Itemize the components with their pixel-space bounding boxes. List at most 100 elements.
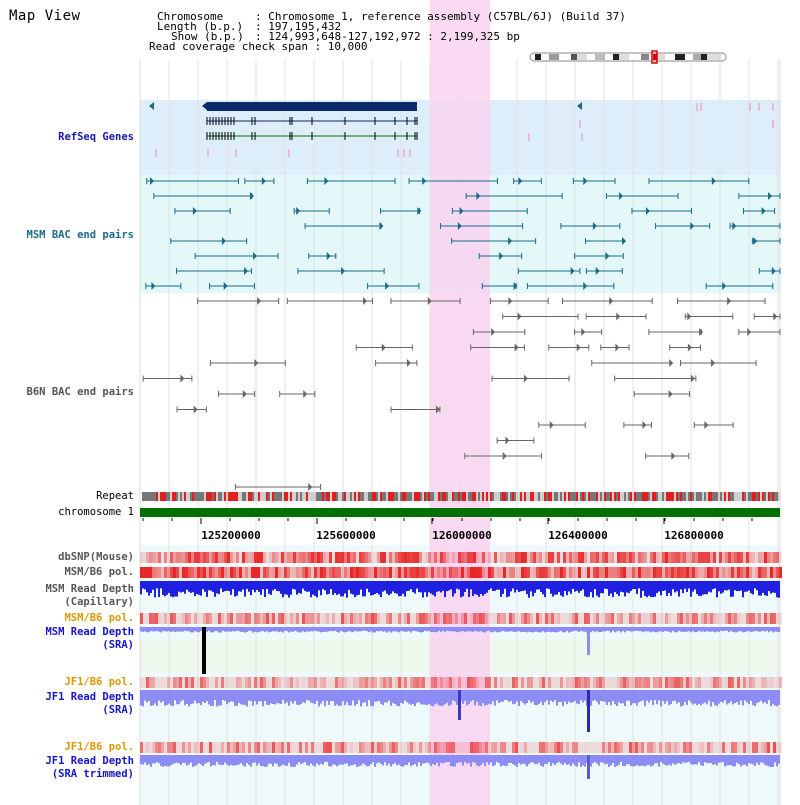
repeat-segment bbox=[714, 492, 716, 501]
read-depth-bar bbox=[328, 690, 330, 705]
track-label-dbsnp[interactable]: dbSNP(Mouse) bbox=[58, 551, 134, 563]
read-depth-bar bbox=[286, 627, 288, 632]
track-label-msm-b6-pol[interactable]: MSM/B6 pol. bbox=[64, 566, 134, 578]
polymorphism-density-cell bbox=[143, 742, 146, 753]
read-depth-bar bbox=[438, 581, 440, 592]
track-label-refseq-genes[interactable]: RefSeq Genes bbox=[58, 131, 134, 143]
track-label-chromosome[interactable]: chromosome 1 bbox=[58, 506, 134, 518]
read-depth-bar bbox=[718, 581, 720, 592]
repeat-segment bbox=[498, 492, 500, 501]
repeat-segment bbox=[310, 492, 312, 501]
read-depth-bar bbox=[506, 581, 508, 598]
track-label-msm-b6-pol-2[interactable]: MSM/B6 pol. bbox=[64, 612, 134, 624]
read-depth-bar bbox=[676, 581, 678, 592]
repeat-segment bbox=[432, 492, 434, 501]
track-label-jf1-b6-pol[interactable]: JF1/B6 pol. bbox=[64, 676, 134, 688]
read-depth-bar bbox=[164, 627, 166, 632]
polymorphism-density-cell bbox=[749, 567, 752, 578]
read-depth-bar bbox=[726, 755, 728, 766]
polymorphism-density-cell bbox=[545, 677, 548, 688]
polymorphism-density-cell bbox=[665, 567, 668, 578]
read-depth-bar bbox=[510, 755, 512, 763]
read-depth-bar bbox=[496, 690, 498, 701]
read-depth-bar bbox=[294, 581, 296, 590]
read-depth-bar bbox=[702, 690, 704, 704]
read-depth-bar bbox=[714, 755, 716, 765]
polymorphism-density-cell bbox=[383, 742, 386, 753]
repeat-segment bbox=[616, 492, 618, 501]
read-depth-bar bbox=[548, 755, 550, 763]
read-depth-bar bbox=[658, 581, 660, 592]
polymorphism-density-cell bbox=[476, 552, 479, 563]
polymorphism-density-cell bbox=[323, 742, 326, 753]
track-label-msm-depth-sra[interactable]: MSM Read Depth bbox=[45, 626, 134, 638]
read-depth-bar bbox=[182, 627, 184, 632]
bac-end-arrow bbox=[668, 390, 673, 398]
polymorphism-density-cell bbox=[431, 677, 434, 688]
read-depth-bar bbox=[516, 627, 518, 632]
track-label-b6n-bac[interactable]: B6N BAC end pairs bbox=[26, 386, 134, 398]
repeat-segment bbox=[188, 492, 190, 501]
polymorphism-density-cell bbox=[731, 742, 734, 753]
polymorphism-density-cell bbox=[227, 677, 230, 688]
track-label-jf1-depth-sra[interactable]: JF1 Read Depth bbox=[45, 691, 134, 703]
polymorphism-density-cell bbox=[737, 677, 740, 688]
read-depth-bar bbox=[156, 627, 158, 632]
read-depth-bar bbox=[664, 690, 666, 704]
polymorphism-density-cell bbox=[359, 677, 362, 688]
polymorphism-density-cell bbox=[341, 742, 344, 753]
polymorphism-density-cell bbox=[617, 552, 620, 563]
repeat-segment bbox=[174, 492, 176, 501]
polymorphism-density-cell bbox=[743, 613, 746, 624]
polymorphism-density-cell bbox=[164, 613, 167, 624]
read-depth-bar bbox=[230, 755, 232, 765]
polymorphism-density-cell bbox=[767, 742, 770, 753]
read-depth-bar bbox=[310, 627, 312, 632]
repeat-segment bbox=[242, 492, 244, 501]
track-label-jf1-depth-trimmed[interactable]: JF1 Read Depth bbox=[45, 755, 134, 767]
polymorphism-density-cell bbox=[230, 742, 233, 753]
read-depth-bar bbox=[338, 690, 340, 707]
read-depth-bar bbox=[392, 581, 394, 592]
read-depth-bar bbox=[224, 690, 226, 701]
polymorphism-density-cell bbox=[749, 677, 752, 688]
read-depth-bar bbox=[340, 581, 342, 597]
read-depth-bar bbox=[366, 690, 368, 707]
read-depth-bar bbox=[276, 581, 278, 592]
read-depth-bar bbox=[698, 581, 700, 596]
polymorphism-density-cell bbox=[347, 677, 350, 688]
read-depth-bar bbox=[722, 755, 724, 763]
polymorphism-density-cell bbox=[209, 742, 212, 753]
polymorphism-density-cell bbox=[179, 677, 182, 688]
polymorphism-density-cell bbox=[272, 677, 275, 688]
read-depth-bar bbox=[642, 581, 644, 591]
read-depth-bar bbox=[276, 627, 278, 632]
track-label-msm-depth-capillary[interactable]: MSM Read Depth bbox=[45, 583, 134, 595]
polymorphism-density-cell bbox=[593, 677, 596, 688]
polymorphism-density-cell bbox=[335, 567, 338, 578]
track-label-msm-bac[interactable]: MSM BAC end pairs bbox=[26, 229, 134, 241]
read-depth-bar bbox=[766, 690, 768, 704]
read-depth-bar bbox=[416, 627, 418, 632]
polymorphism-density-cell bbox=[182, 567, 185, 578]
read-depth-bar bbox=[472, 627, 474, 632]
read-depth-bar bbox=[764, 755, 766, 765]
read-depth-bar bbox=[312, 690, 314, 704]
track-label-repeat[interactable]: Repeat bbox=[96, 490, 134, 502]
polymorphism-density-cell bbox=[329, 742, 332, 753]
repeat-segment bbox=[542, 492, 544, 501]
repeat-segment bbox=[158, 492, 160, 501]
polymorphism-density-cell bbox=[713, 677, 716, 688]
track-label-jf1-b6-pol-2[interactable]: JF1/B6 pol. bbox=[64, 741, 134, 753]
read-depth-bar bbox=[388, 690, 390, 701]
polymorphism-density-cell bbox=[755, 742, 758, 753]
bac-end-arrow bbox=[690, 374, 695, 383]
read-depth-bar bbox=[770, 690, 772, 707]
read-depth-bar bbox=[188, 627, 190, 632]
polymorphism-density-cell bbox=[764, 677, 767, 688]
read-depth-bar bbox=[738, 627, 740, 632]
polymorphism-density-cell bbox=[257, 552, 260, 563]
polymorphism-density-cell bbox=[608, 677, 611, 688]
polymorphism-density-cell bbox=[314, 613, 317, 624]
